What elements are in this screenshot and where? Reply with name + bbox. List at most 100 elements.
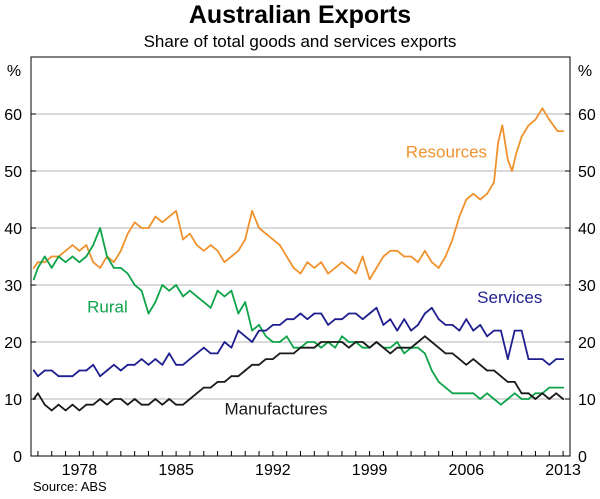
data-point-resources xyxy=(534,118,537,121)
data-point-resources xyxy=(313,267,316,269)
data-point-services xyxy=(299,312,302,315)
data-point-manufactures xyxy=(195,392,198,395)
data-point-rural xyxy=(195,295,198,298)
data-point-resources xyxy=(511,170,513,172)
data-point-manufactures xyxy=(555,392,558,395)
data-point-services xyxy=(175,363,178,366)
data-point-resources xyxy=(396,249,399,252)
data-point-manufactures xyxy=(168,398,171,400)
data-point-manufactures xyxy=(417,341,419,343)
data-point-services xyxy=(78,369,81,372)
data-point-resources xyxy=(258,227,260,229)
data-point-resources xyxy=(237,249,240,252)
data-point-services xyxy=(348,312,350,315)
data-point-rural xyxy=(493,398,495,400)
data-point-resources xyxy=(71,244,74,247)
data-point-manufactures xyxy=(334,341,336,343)
data-point-rural xyxy=(513,392,516,395)
data-point-services xyxy=(154,358,157,360)
data-point-manufactures xyxy=(189,398,191,400)
data-point-resources xyxy=(265,232,267,235)
data-point-rural xyxy=(113,267,115,269)
data-point-rural xyxy=(50,267,53,269)
data-point-rural xyxy=(403,352,406,355)
data-point-services xyxy=(548,363,551,366)
data-point-manufactures xyxy=(71,403,74,406)
data-point-rural xyxy=(99,227,101,229)
data-point-rural xyxy=(140,289,143,292)
data-point-services xyxy=(555,358,558,360)
data-point-services xyxy=(189,358,191,360)
data-point-rural xyxy=(424,352,426,355)
data-point-rural xyxy=(458,392,461,395)
axis-ticks xyxy=(31,113,570,457)
data-point-services xyxy=(265,329,267,332)
data-point-resources xyxy=(299,272,302,275)
data-point-resources xyxy=(113,261,115,264)
data-point-services xyxy=(486,335,488,338)
chart-subtitle: Share of total goods and services export… xyxy=(143,32,457,51)
data-point-resources xyxy=(161,221,164,224)
data-point-manufactures xyxy=(479,363,482,366)
data-point-rural xyxy=(292,346,295,349)
series-line-resources xyxy=(32,107,564,281)
data-point-manufactures xyxy=(444,352,447,355)
data-point-resources xyxy=(50,255,53,258)
data-point-services xyxy=(285,318,288,321)
data-point-services xyxy=(479,324,482,326)
data-point-manufactures xyxy=(113,398,115,400)
data-point-rural xyxy=(555,386,558,389)
data-point-manufactures xyxy=(92,403,95,406)
data-point-resources xyxy=(458,215,461,218)
data-point-services xyxy=(92,363,95,366)
data-point-resources xyxy=(368,278,371,281)
y-tick-label-right-20: 20 xyxy=(578,335,596,352)
data-point-resources xyxy=(361,255,364,258)
data-point-resources xyxy=(37,261,39,264)
data-point-rural xyxy=(230,289,233,292)
data-point-resources xyxy=(506,158,509,161)
x-tick-label-2006: 2006 xyxy=(449,462,485,479)
data-point-rural xyxy=(175,284,178,286)
data-point-rural xyxy=(562,386,564,389)
x-tick-label-1999: 1999 xyxy=(352,462,388,479)
data-point-services xyxy=(382,324,385,326)
data-point-manufactures xyxy=(251,363,254,366)
data-point-services xyxy=(472,329,475,332)
axis-labels: % % 0 0 10 10 20 20 30 30 40 40 50 50 60 60 1978 1985 19… xyxy=(4,63,596,479)
data-point-rural xyxy=(479,398,482,400)
data-point-rural xyxy=(37,267,39,269)
y-tick-label-left-10: 10 xyxy=(4,392,22,409)
data-point-manufactures xyxy=(403,346,406,349)
y-tick-label-right-0: 0 xyxy=(578,449,587,466)
data-point-manufactures xyxy=(541,392,544,395)
data-point-resources xyxy=(306,261,309,264)
data-point-rural xyxy=(182,295,184,298)
data-point-resources xyxy=(133,221,136,224)
data-point-resources xyxy=(497,141,499,144)
source-note: Source: ABS xyxy=(33,479,107,494)
data-point-services xyxy=(500,329,502,332)
data-point-rural xyxy=(348,341,350,343)
data-point-resources xyxy=(43,261,46,264)
y-tick-label-left-30: 30 xyxy=(4,278,22,295)
data-point-manufactures xyxy=(244,369,247,372)
data-point-services xyxy=(251,341,254,343)
data-point-resources xyxy=(552,124,555,127)
data-point-services xyxy=(513,329,516,332)
data-point-rural xyxy=(520,398,523,400)
data-point-manufactures xyxy=(410,346,412,349)
x-tick-label-2013: 2013 xyxy=(545,462,581,479)
series-lines xyxy=(32,107,564,412)
data-point-rural xyxy=(396,341,399,343)
data-point-rural xyxy=(202,301,205,303)
data-point-manufactures xyxy=(50,409,53,412)
data-point-services xyxy=(430,306,433,309)
data-point-rural xyxy=(92,244,95,247)
data-point-services xyxy=(202,346,205,349)
data-point-services xyxy=(527,358,530,360)
data-point-manufactures xyxy=(119,398,122,400)
data-point-rural xyxy=(341,335,343,338)
data-point-manufactures xyxy=(106,403,108,406)
chart-title: Australian Exports xyxy=(188,1,412,29)
